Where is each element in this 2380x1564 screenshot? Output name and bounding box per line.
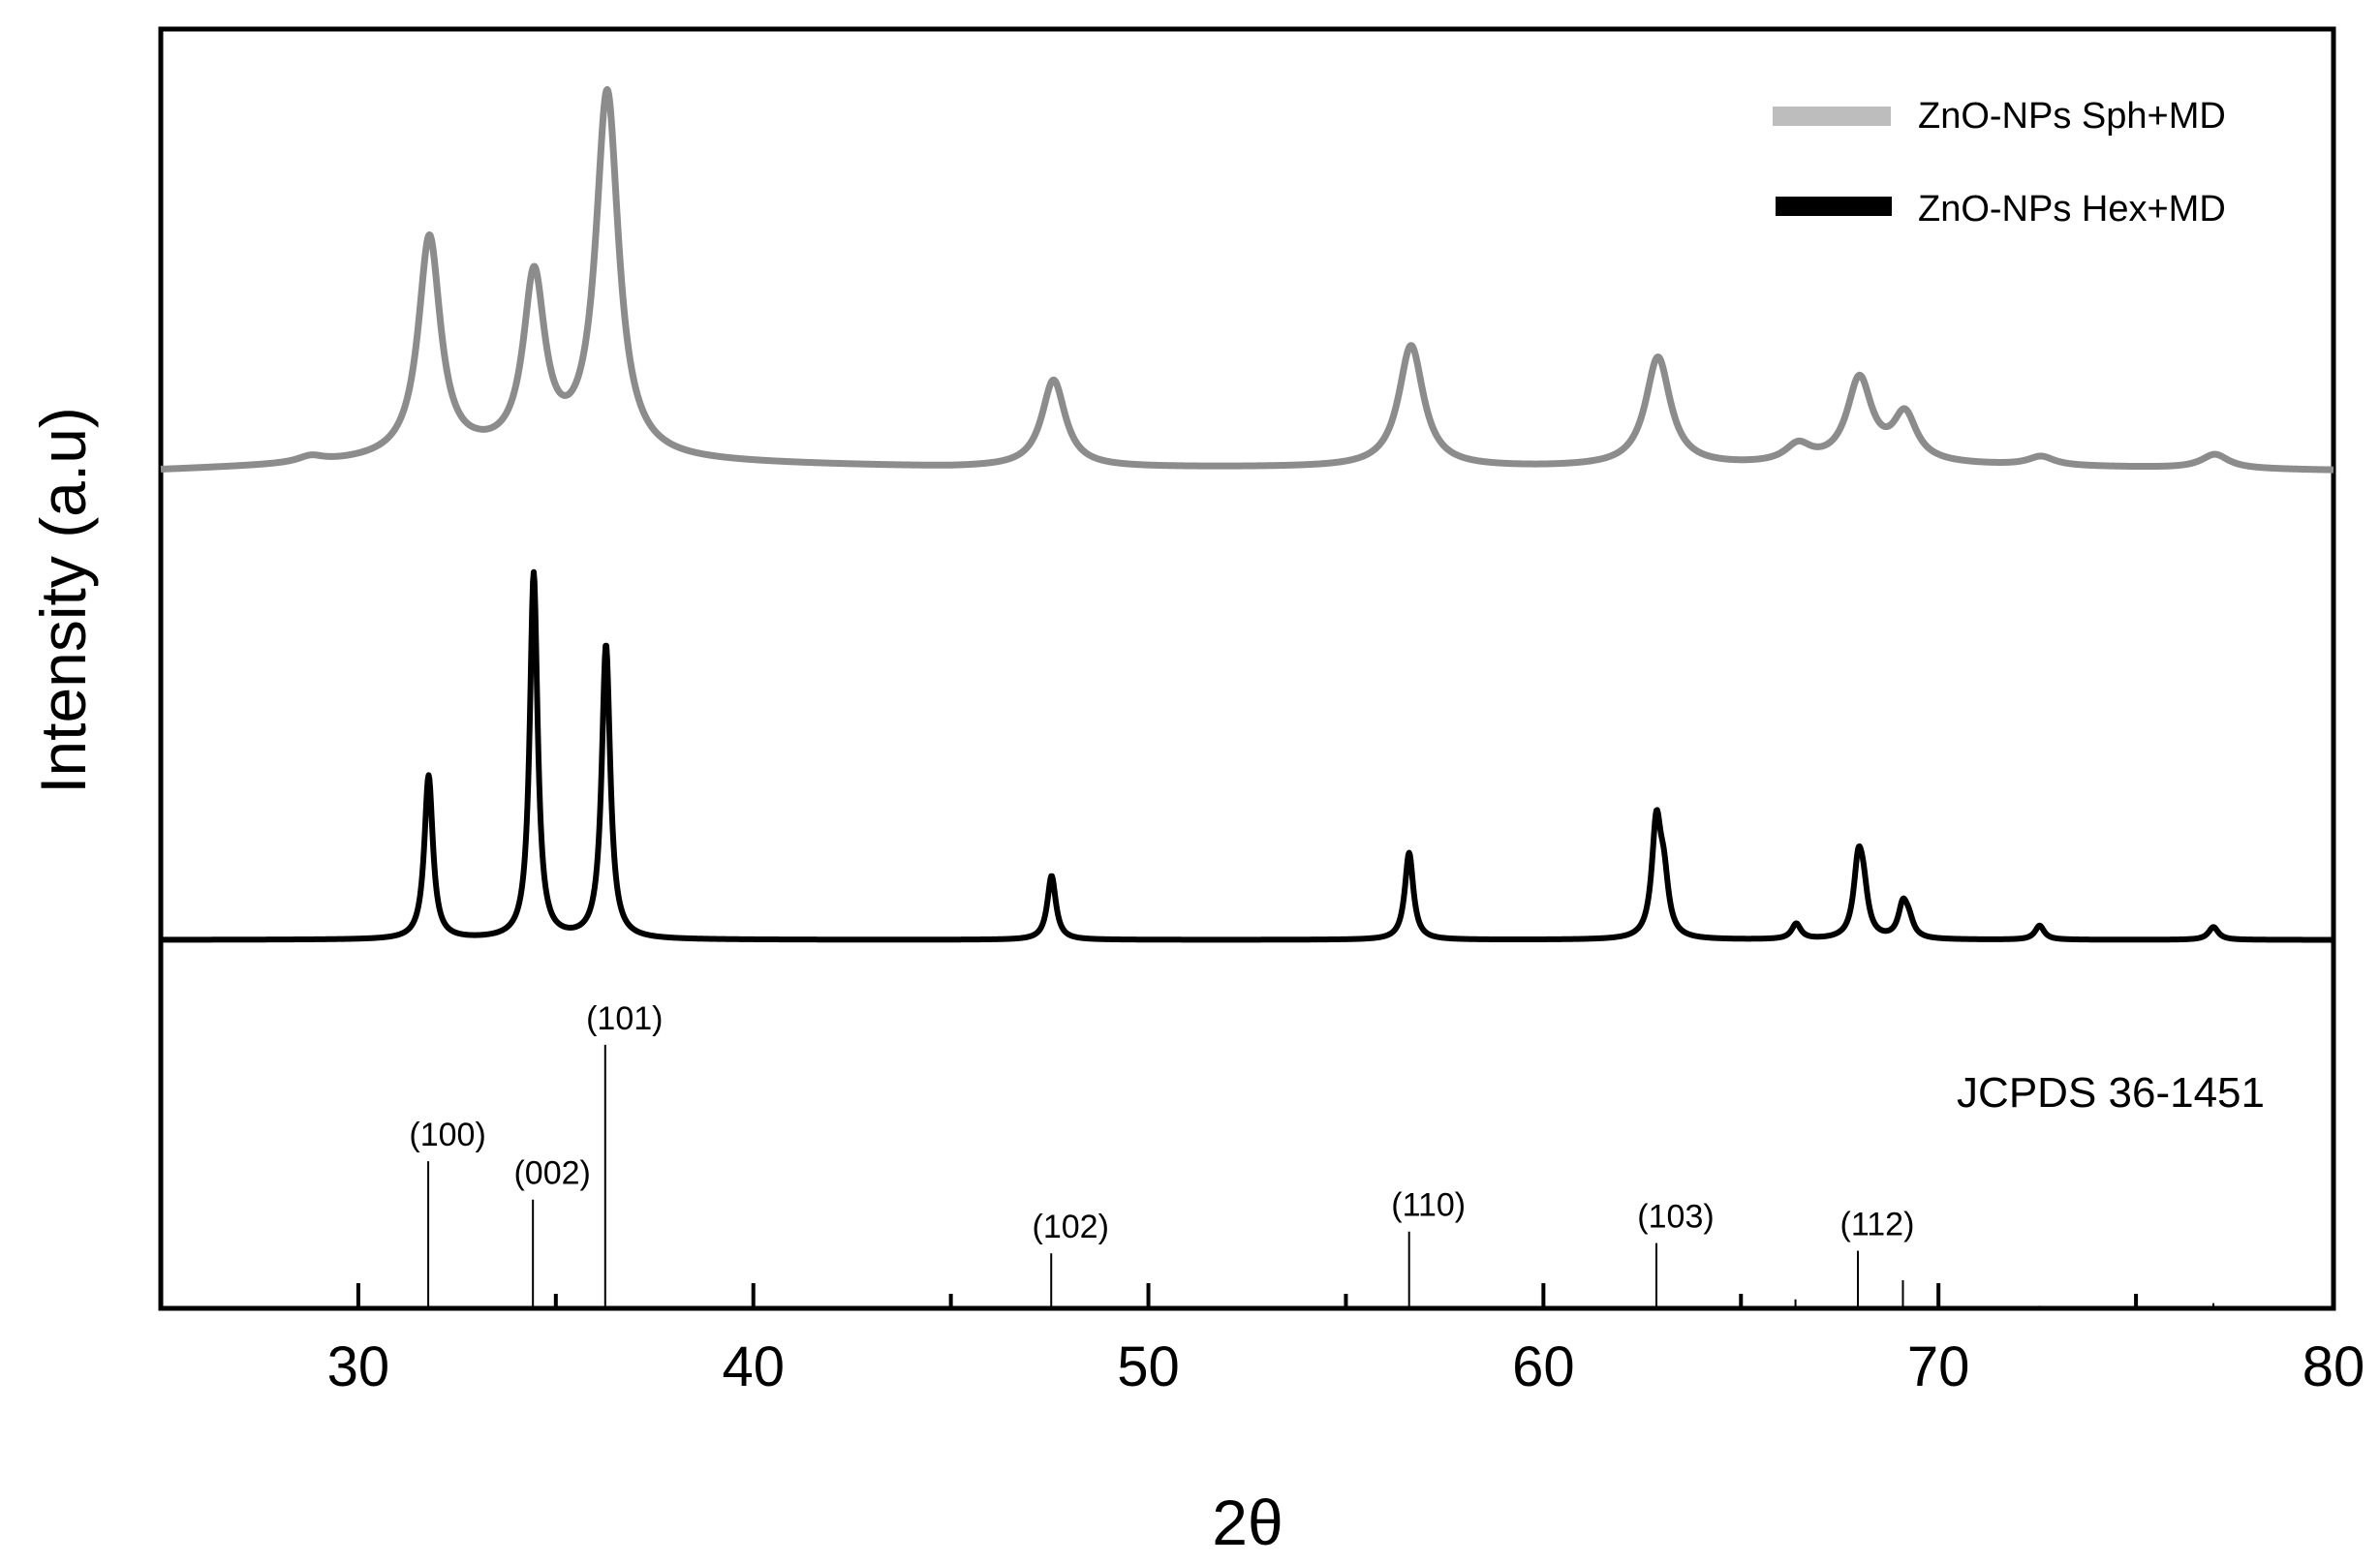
reference-hkl-label-1: (002) [513, 1155, 590, 1192]
legend: ZnO-NPs Sph+MD ZnO-NPs Hex+MD [1773, 96, 2226, 230]
plot-frame [158, 26, 2336, 1311]
reference-pattern: (100) (002) (101) (102) (110) (103) (112) [409, 1000, 2215, 1308]
series-line-hex [158, 568, 2336, 943]
x-tick-label-80: 80 [2303, 1335, 2365, 1398]
legend-label-hex: ZnO-NPs Hex+MD [1918, 189, 2226, 230]
reference-hkl-label-2: (101) [586, 1000, 663, 1037]
reference-hkl-label-5: (103) [1637, 1199, 1714, 1236]
series-line-sph [158, 85, 2336, 474]
y-axis-title: Intensity (a.u) [27, 407, 99, 794]
reference-hkl-label-4: (110) [1391, 1187, 1466, 1224]
reference-hkl-label-3: (102) [1033, 1209, 1109, 1245]
x-tick-label-70: 70 [1907, 1335, 1970, 1398]
legend-swatch-hex [1776, 197, 1892, 216]
x-tick-label-50: 50 [1117, 1335, 1180, 1398]
x-tick-label-40: 40 [722, 1335, 785, 1398]
legend-label-sph: ZnO-NPs Sph+MD [1918, 96, 2226, 137]
x-tick-label-60: 60 [1512, 1335, 1575, 1398]
reference-hkl-label-7: (112) [1840, 1207, 1915, 1243]
x-tick-label-30: 30 [327, 1335, 390, 1398]
reference-hkl-label-0: (100) [409, 1117, 485, 1153]
legend-swatch-sph [1773, 107, 1891, 126]
series-layer [158, 85, 2336, 943]
x-axis-tick-labels: 30 40 50 60 70 80 [327, 1335, 2365, 1398]
x-axis-title: 2θ [1212, 1487, 1283, 1558]
x-axis-ticks [159, 1283, 2335, 1308]
reference-card-label: JCPDS 36-1451 [1957, 1069, 2265, 1117]
